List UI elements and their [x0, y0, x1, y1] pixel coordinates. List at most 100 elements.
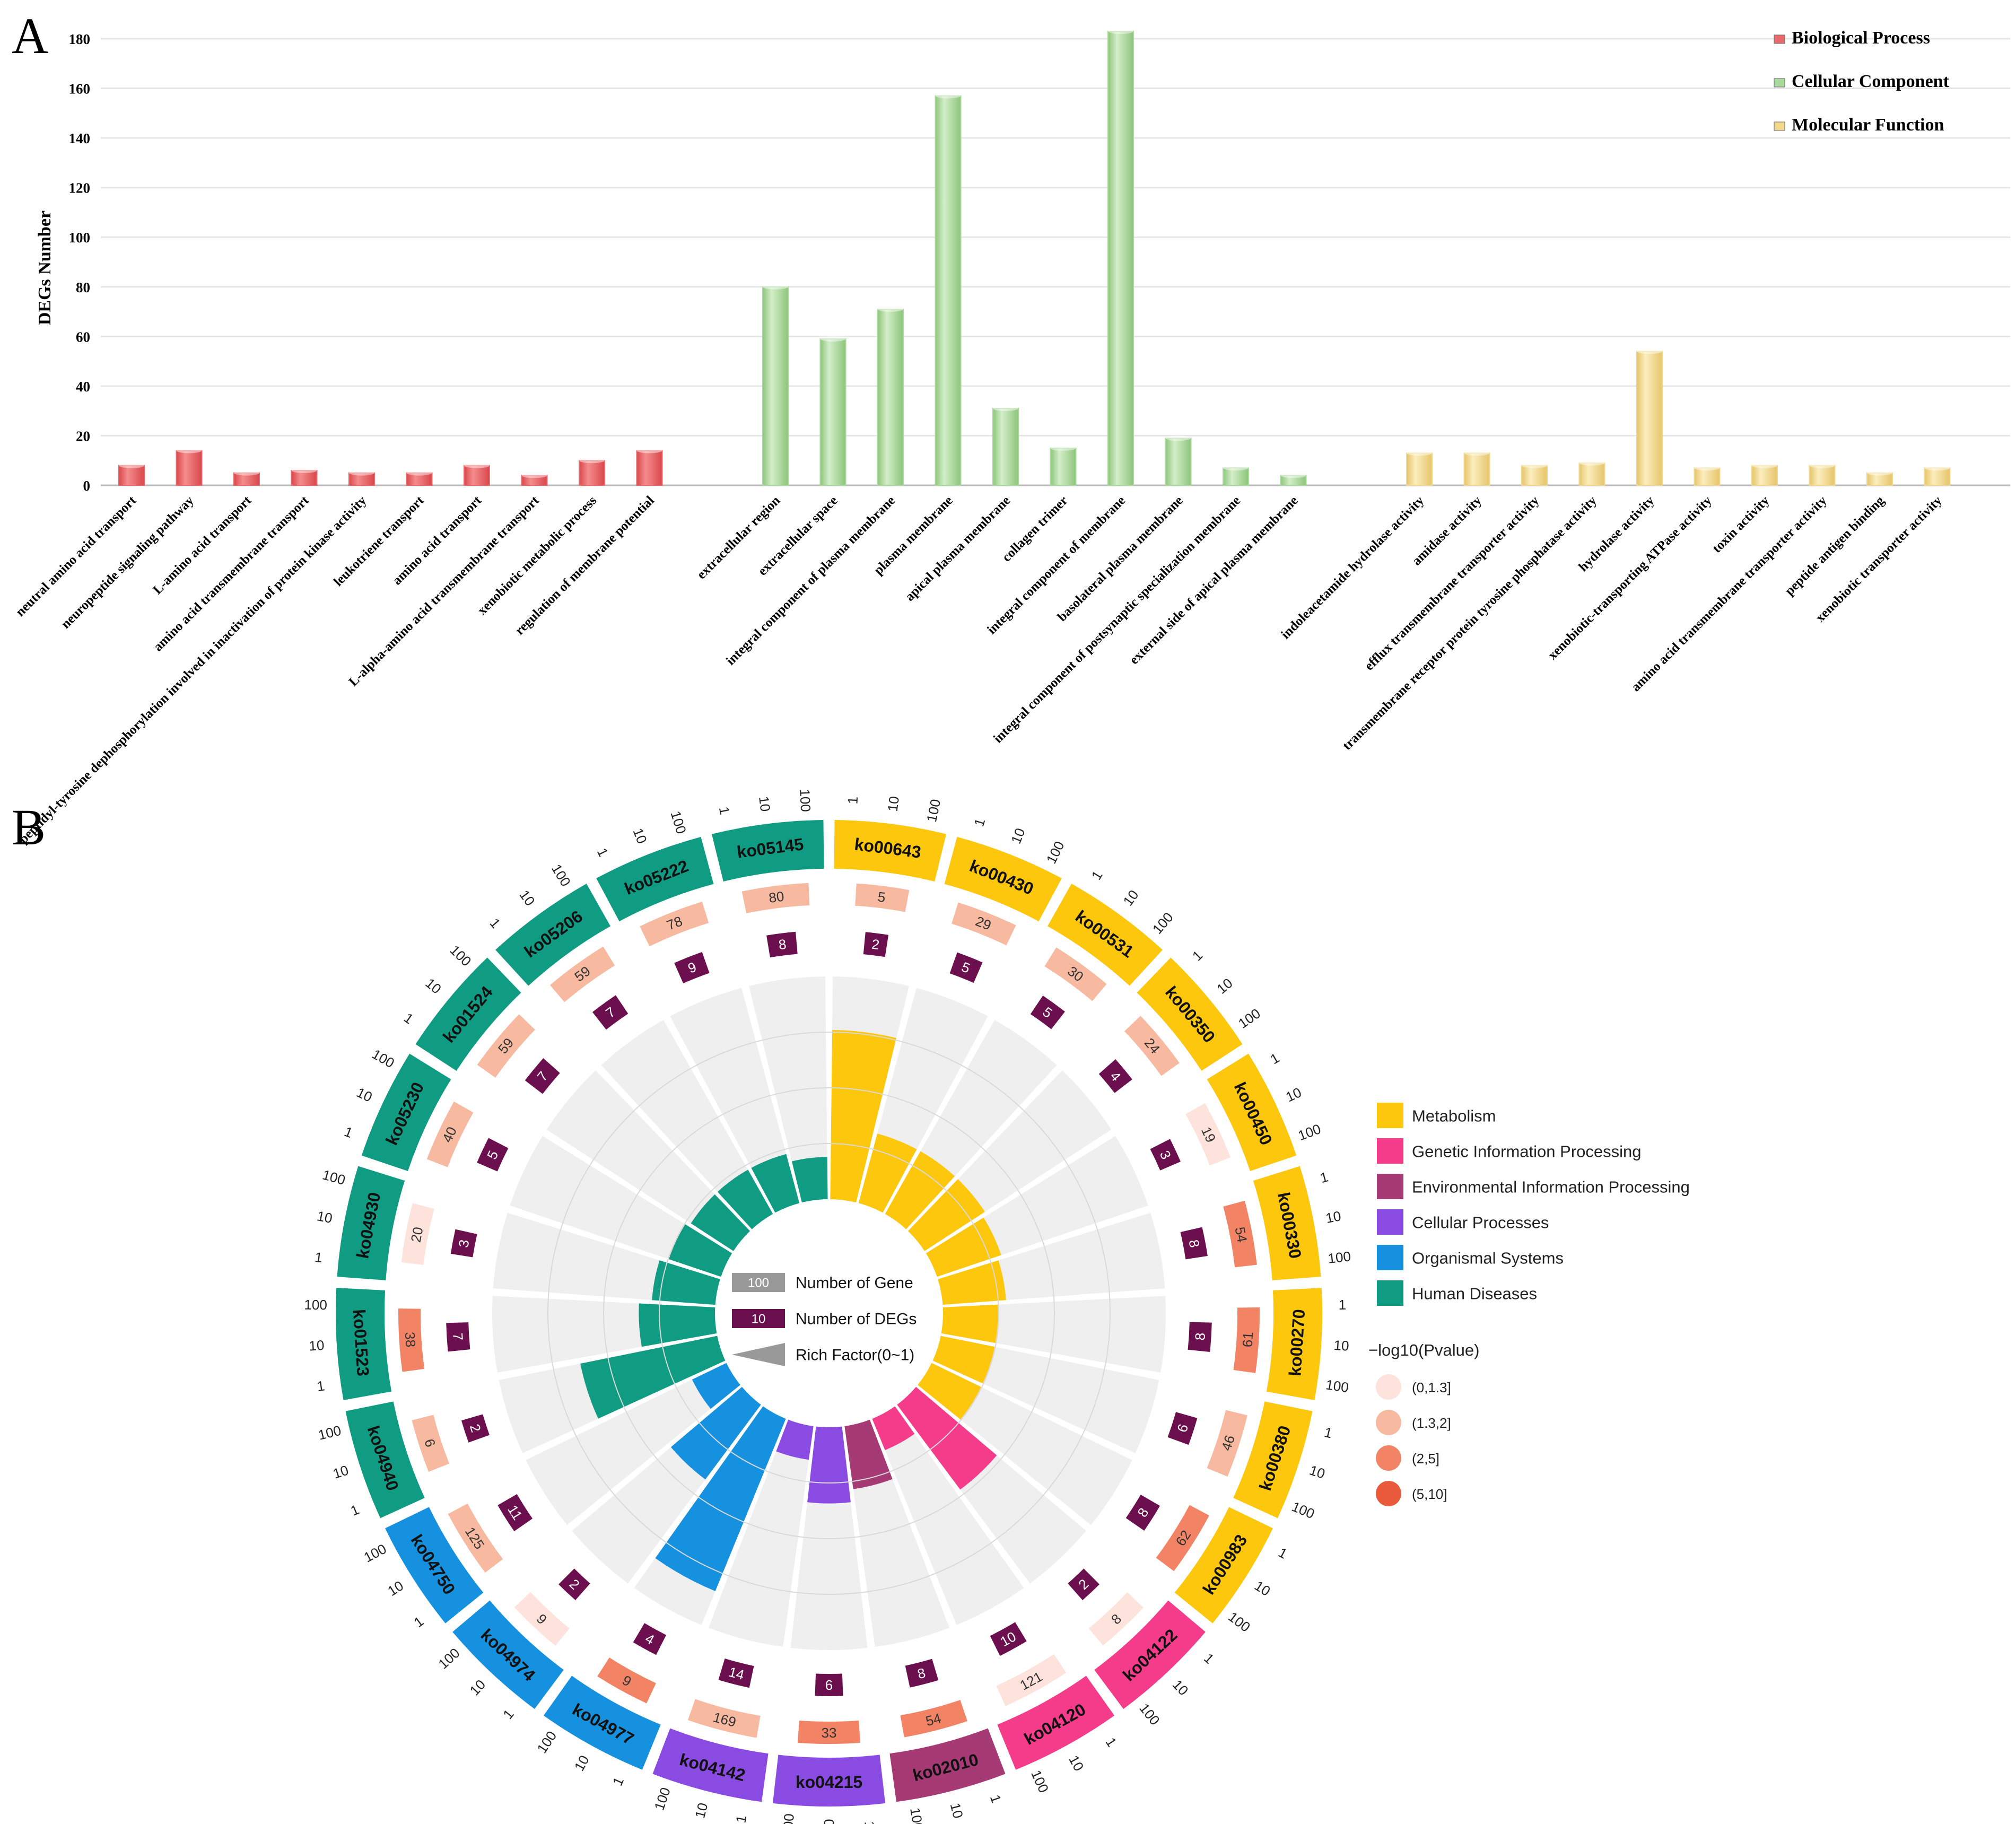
deg-count-bar: [450, 1229, 477, 1258]
rich-factor-bar: [918, 1363, 981, 1420]
gene-count-bar: [477, 1014, 535, 1078]
bar-cap: [119, 462, 144, 468]
category-swatch: [1377, 1280, 1403, 1306]
bar: [877, 308, 904, 486]
bar: [1463, 452, 1490, 486]
scale-tick-label: 10: [1252, 1577, 1273, 1599]
gene-count-bar: [1124, 1016, 1180, 1076]
scale-tick-label: 10: [309, 1337, 325, 1354]
scale-tick-label: 100: [1325, 1376, 1350, 1395]
category-swatch: [1377, 1209, 1403, 1235]
deg-count-bar: [766, 931, 798, 958]
rich-factor-bar: [872, 1406, 915, 1451]
gene-count-bar: [1185, 1103, 1231, 1166]
gene-count-bar: [1207, 1410, 1247, 1477]
bar-cap: [820, 336, 846, 342]
pvalue-label: (1.3,2]: [1412, 1415, 1451, 1431]
pathway-ring-segment: [889, 1728, 1006, 1802]
deg-count-bar: [949, 952, 983, 983]
inner-legend-label: Number of DEGs: [796, 1311, 917, 1328]
deg-count-label: 2: [871, 936, 880, 953]
guide-circle: [603, 1087, 1055, 1539]
chart-legend: Biological Process Cellular Component Mole…: [1774, 28, 1950, 135]
rich-factor-bar: [932, 1336, 995, 1384]
bar: [521, 475, 548, 486]
deg-count-bar: [592, 995, 629, 1030]
gene-count-label: 5: [877, 888, 886, 905]
bar-cap: [993, 405, 1018, 411]
rich-factor-bar: [807, 1426, 851, 1504]
scale-tick-label: 10: [571, 1752, 592, 1774]
scale-tick-label: 100: [1235, 1005, 1263, 1031]
deg-count-label: 7: [450, 1332, 466, 1341]
scale-tick-label: 100: [317, 1422, 343, 1443]
rich-factor-track: [708, 1419, 814, 1647]
scale-tick-label: 10: [630, 826, 650, 846]
pathway-ring-segment: [336, 1288, 392, 1400]
y-tick-label: 0: [83, 478, 91, 494]
gene-count-bar: [448, 1503, 503, 1573]
scale-tick-label: 10: [385, 1577, 406, 1599]
category-swatch: [1377, 1245, 1403, 1270]
gene-count-label: 20: [408, 1226, 426, 1244]
scale-tick-label: 1: [342, 1123, 355, 1141]
gene-count-bar: [797, 1720, 861, 1744]
rich-factor-bar: [639, 1303, 717, 1347]
rich-factor-bar: [652, 1260, 720, 1305]
scale-tick-label: 1: [1103, 1734, 1120, 1750]
x-tick-label: apical plasma membrane: [903, 493, 1014, 604]
guide-circle: [547, 1032, 1111, 1595]
pathway-ring-segment: [1174, 1507, 1273, 1624]
bar: [233, 472, 260, 486]
deg-count-label: 3: [455, 1238, 472, 1249]
panel-b-label: B: [12, 799, 46, 856]
x-tick-label: xenobiotic metabolic process: [475, 493, 599, 618]
scale-tick-label: 10: [821, 1819, 837, 1824]
inner-legend-wedge: [732, 1343, 785, 1366]
pvalue-legend-title: −log10(Pvalue): [1368, 1341, 1479, 1359]
bar: [1636, 351, 1663, 486]
gene-count-label: 61: [1240, 1331, 1256, 1348]
scale-tick-label: 1: [716, 805, 733, 816]
scale-tick-label: 1: [844, 796, 861, 805]
scale-tick-label: 100: [1149, 909, 1176, 937]
bar-cap: [1637, 348, 1662, 354]
y-tick-label: 140: [69, 130, 91, 146]
bar: [1924, 467, 1951, 486]
rich-factor-bar: [907, 1179, 985, 1251]
gene-count-bar: [550, 946, 615, 1002]
pvalue-swatch: [1376, 1445, 1401, 1471]
rich-factor-bar: [655, 1406, 786, 1591]
bar-cap: [1867, 470, 1892, 476]
deg-count-bar: [498, 1494, 533, 1532]
x-tick-label: neutral amino acid transport: [13, 493, 139, 619]
rich-factor-bar: [692, 1363, 740, 1409]
inner-legend-sample: 10: [752, 1312, 766, 1326]
scale-tick-label: 1: [348, 1502, 362, 1519]
scale-tick-label: 1: [1088, 868, 1105, 883]
category-swatch: [1377, 1138, 1403, 1164]
scale-tick-label: 100: [447, 942, 474, 970]
bar: [992, 407, 1019, 486]
scale-tick-label: 1: [1201, 1650, 1217, 1667]
x-tick-label: L-amino acid transport: [150, 493, 254, 597]
deg-count-bar: [446, 1322, 470, 1352]
bar: [1107, 30, 1134, 486]
gene-count-bar: [1044, 947, 1107, 1001]
pathway-ring-segment: [596, 836, 714, 922]
gene-count-label: 38: [402, 1331, 419, 1348]
rich-factor-bar: [941, 1304, 998, 1343]
category-label: Organismal Systems: [1412, 1249, 1564, 1268]
pathway-ring-segment: [1233, 1401, 1313, 1518]
bar: [1165, 438, 1192, 486]
scale-tick-label: 1: [500, 1706, 517, 1722]
pathway-ring-segment: [997, 1675, 1115, 1770]
scale-tick-label: 10: [885, 795, 902, 812]
gene-count-bar: [640, 902, 709, 947]
legend-label: Cellular Component: [1792, 72, 1950, 91]
scale-tick-label: 10: [1066, 1752, 1087, 1774]
scale-tick-label: 10: [1008, 826, 1028, 846]
deg-count-bar: [1188, 1322, 1212, 1352]
deg-count-bar: [990, 1622, 1027, 1656]
scale-tick-label: 100: [1327, 1248, 1351, 1267]
